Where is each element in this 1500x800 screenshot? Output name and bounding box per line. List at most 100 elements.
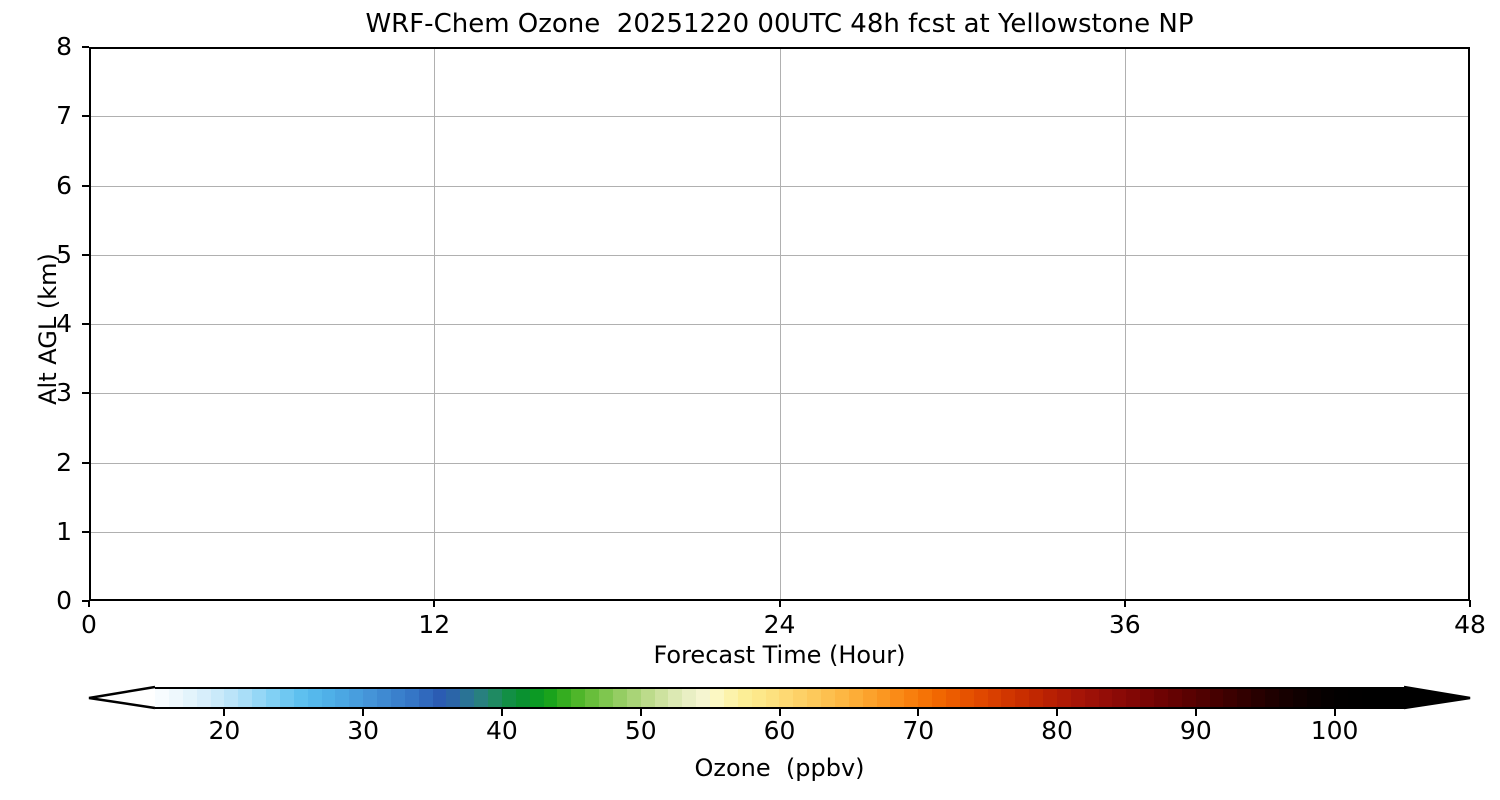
colorbar-swatch (168, 689, 183, 707)
colorbar-swatch (210, 689, 225, 707)
colorbar-swatch (252, 689, 266, 707)
colorbar-tick-label: 90 (1179, 716, 1212, 745)
colorbar-gradient (155, 687, 1404, 709)
x-tick-mark (1123, 600, 1126, 607)
colorbar-swatch (1001, 689, 1016, 707)
colorbar-swatch (1237, 689, 1252, 707)
colorbar-over-arrow (1404, 687, 1471, 709)
colorbar-swatch (529, 689, 544, 707)
colorbar-swatch (543, 689, 558, 707)
colorbar-tick-label: 70 (902, 716, 935, 745)
colorbar-tick-mark (223, 709, 226, 716)
y-tick-mark (82, 253, 89, 256)
colorbar-swatch (1251, 689, 1265, 707)
y-tick-mark (82, 530, 89, 533)
colorbar-tick-label: 80 (1041, 716, 1073, 745)
x-tick-mark (88, 600, 90, 607)
colorbar-swatch (1195, 689, 1210, 707)
y-tick-mark (82, 115, 89, 118)
y-tick-label: 2 (56, 447, 72, 477)
colorbar-tick-mark (778, 709, 781, 716)
colorbar-tick-label: 20 (208, 716, 241, 745)
colorbar-swatch (571, 689, 586, 707)
colorbar-swatch (474, 689, 488, 707)
colorbar-swatch (404, 689, 419, 707)
colorbar-swatch (1098, 689, 1113, 707)
colorbar-swatch (626, 689, 641, 707)
colorbar-swatch (1029, 689, 1043, 707)
colorbar-swatch (1015, 689, 1030, 707)
colorbar-swatch (904, 689, 919, 707)
x-tick-label: 48 (1454, 610, 1486, 639)
colorbar-swatch (182, 689, 197, 707)
colorbar-swatch (862, 689, 877, 707)
colorbar-tick-mark (917, 709, 920, 716)
gridline-vertical (434, 49, 436, 599)
y-tick-label: 3 (56, 378, 72, 408)
y-tick-label: 6 (56, 170, 72, 200)
y-tick-label: 8 (56, 32, 72, 61)
colorbar-swatch (279, 689, 294, 707)
colorbar-swatch (932, 689, 946, 707)
colorbar-swatch (1112, 689, 1127, 707)
colorbar-swatch (973, 689, 988, 707)
colorbar-swatch (515, 689, 530, 707)
colorbar-swatch (1070, 689, 1085, 707)
colorbar-swatch (668, 689, 683, 707)
x-tick-label: 24 (763, 610, 796, 639)
colorbar-swatch (1154, 689, 1168, 707)
colorbar-swatch (224, 689, 239, 707)
colorbar-swatch (751, 689, 766, 707)
colorbar-tick-label: 50 (624, 716, 657, 745)
colorbar-swatch (349, 689, 364, 707)
colorbar-swatch (446, 689, 461, 707)
colorbar-swatch (612, 689, 627, 707)
colorbar-swatch (293, 689, 308, 707)
colorbar-tick-label: 100 (1310, 716, 1359, 745)
colorbar-swatch (1084, 689, 1099, 707)
gridline-vertical (779, 49, 781, 599)
colorbar-swatch (155, 689, 169, 707)
colorbar-swatch (654, 689, 669, 707)
colorbar-swatch (460, 689, 475, 707)
colorbar-swatch (363, 689, 377, 707)
x-axis-label: Forecast Time (Hour) (653, 641, 906, 669)
x-tick-label: 12 (418, 610, 451, 639)
colorbar-swatch (821, 689, 835, 707)
colorbar-swatch (1278, 689, 1293, 707)
colorbar[interactable] (88, 676, 1471, 712)
y-tick-mark (82, 461, 89, 464)
colorbar-swatch (1348, 689, 1363, 707)
colorbar-swatch (834, 689, 849, 707)
colorbar-swatch (1126, 689, 1141, 707)
colorbar-swatch (876, 689, 891, 707)
colorbar-under-arrow-outline (88, 685, 156, 710)
colorbar-swatch (1043, 689, 1057, 707)
colorbar-swatch (723, 689, 738, 707)
y-tick-label: 5 (56, 239, 72, 269)
colorbar-swatch (196, 689, 211, 707)
colorbar-swatch (682, 689, 697, 707)
colorbar-under-arrow (88, 687, 155, 709)
colorbar-swatch (599, 689, 613, 707)
colorbar-swatch (307, 689, 322, 707)
colorbar-swatch (585, 689, 599, 707)
colorbar-over-arrow-outline (1403, 685, 1471, 710)
colorbar-swatch (1265, 689, 1279, 707)
colorbar-swatch (1306, 689, 1321, 707)
plot-axes[interactable] (89, 47, 1470, 601)
colorbar-swatch (377, 689, 391, 707)
colorbar-swatch (266, 689, 280, 707)
y-tick-mark (82, 600, 89, 602)
x-tick-mark (433, 600, 436, 607)
colorbar-swatch (765, 689, 780, 707)
colorbar-tick-mark (1333, 709, 1336, 716)
gridline-vertical (1124, 49, 1126, 599)
y-tick-label: 0 (56, 586, 72, 615)
y-tick-label: 4 (56, 309, 72, 338)
colorbar-swatch (918, 689, 932, 707)
colorbar-swatch (418, 689, 433, 707)
y-tick-mark (82, 46, 89, 48)
colorbar-swatch (987, 689, 1002, 707)
